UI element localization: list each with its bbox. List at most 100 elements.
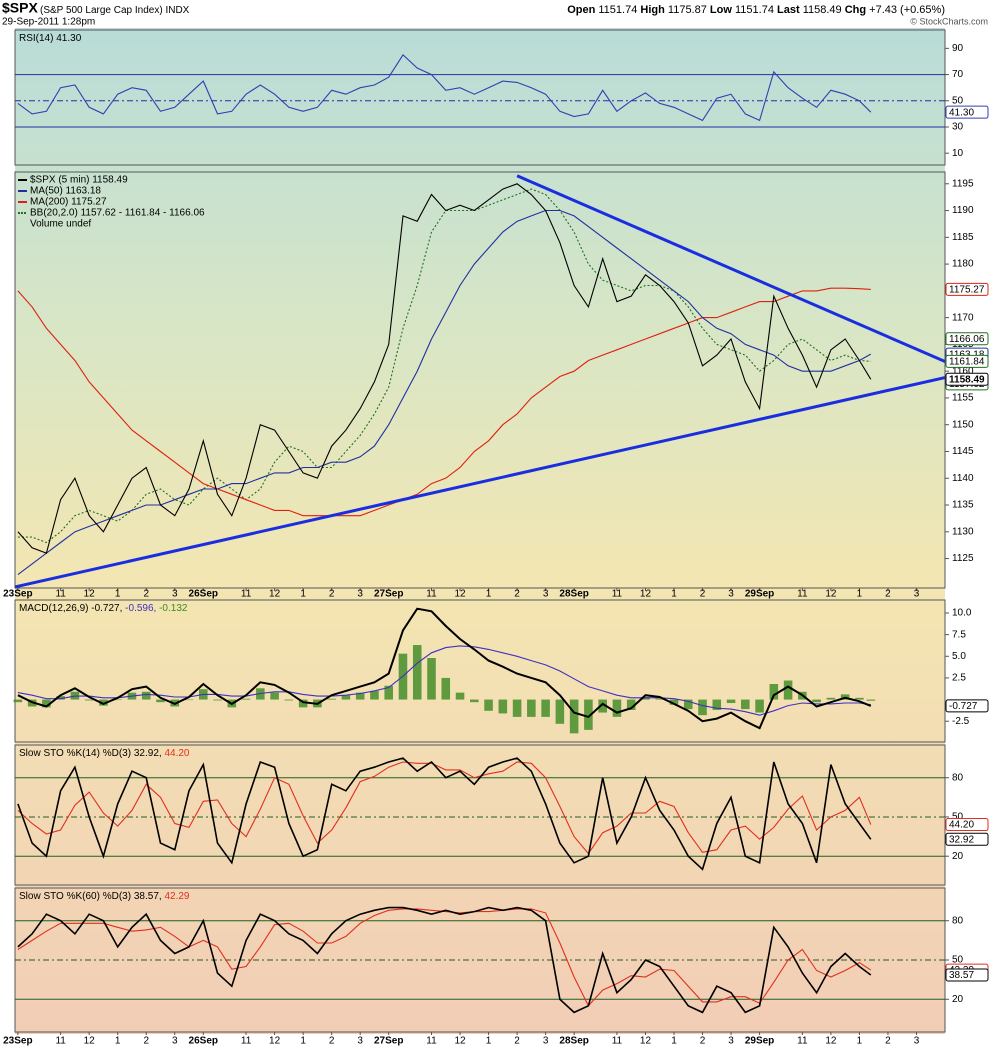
value-tag-label: 44.20	[949, 820, 974, 831]
value-tag-label: 1163.18	[949, 349, 985, 360]
x-tick-label: 26Sep	[189, 1036, 218, 1047]
legend-title: Slow STO %K(14) %D(3)	[19, 748, 131, 759]
series-line	[17, 645, 871, 716]
plot-bg	[15, 28, 945, 1034]
series-line	[17, 761, 872, 855]
panel-frame	[14, 744, 946, 886]
histogram-bar	[669, 699, 679, 705]
quote-label: Chg	[845, 4, 866, 16]
x-tick-label: 1	[115, 1036, 121, 1047]
y-tick-label: 1130	[952, 526, 974, 537]
index-name: (S&P 500 Large Cap Index) INDX	[40, 5, 190, 16]
x-tick-label: 12	[825, 589, 837, 600]
legend-entry: -0.596,	[125, 603, 156, 614]
histogram-bar	[341, 695, 351, 700]
value-tag	[945, 968, 989, 982]
legend: Slow STO %K(60) %D(3) 38.57, 42.29	[19, 891, 190, 902]
y-tick-label: 1190	[952, 205, 974, 216]
legend-entry: -0.132	[159, 603, 188, 614]
histogram-bar	[13, 699, 23, 703]
x-tick-label: 11	[797, 1036, 808, 1047]
x-tick-label: 12	[84, 1036, 96, 1047]
panel-frame	[14, 171, 946, 589]
legend-note: Volume undef	[30, 219, 91, 230]
y-tick-label: 80	[952, 915, 964, 926]
quote-value: 1175.87	[668, 4, 707, 16]
histogram-bar	[683, 699, 693, 710]
x-tick-label: 3	[914, 1036, 920, 1047]
quote-value: 1151.74	[598, 4, 637, 16]
value-tag	[945, 699, 989, 713]
histogram-bar	[441, 677, 451, 700]
x-tick-label: 2	[700, 1036, 706, 1047]
legend-entry: BB(20,2.0) 1157.62 - 1161.84 - 1166.06	[30, 208, 205, 219]
y-tick-label: 1195	[952, 178, 974, 189]
series-line	[17, 54, 872, 122]
legend-entry: MA(200) 1175.27	[30, 197, 107, 208]
histogram-bar	[741, 699, 750, 710]
x-tick-label: 12	[640, 589, 652, 600]
x-tick-label: 2	[700, 589, 706, 600]
legend-entry: 42.29	[164, 891, 189, 902]
legend-title: MACD(12,26,9)	[19, 603, 88, 614]
y-tick-label: 30	[952, 122, 964, 133]
series-line	[17, 287, 871, 517]
histogram-bar	[541, 699, 550, 717]
x-tick-label: 2	[514, 1036, 520, 1047]
histogram-bar	[512, 699, 522, 717]
value-tag	[945, 105, 989, 119]
x-tick-label: 2	[329, 1036, 335, 1047]
series-line	[17, 607, 872, 730]
y-tick-label: 1145	[952, 446, 974, 457]
exchange: INDX	[165, 5, 189, 16]
legend-title: Slow STO %K(60) %D(3)	[19, 891, 131, 902]
quote-label: Last	[777, 4, 800, 16]
y-tick-label: 50	[952, 812, 964, 823]
series-line	[17, 183, 872, 554]
x-tick-label: 2	[885, 589, 891, 600]
x-tick-label: 11	[612, 589, 623, 600]
trendline	[14, 376, 946, 589]
y-tick-label: 50	[952, 95, 964, 106]
histogram-bar	[56, 696, 65, 700]
histogram-bar	[99, 699, 108, 706]
y-tick-label: 50	[952, 955, 964, 966]
x-tick-label: 12	[454, 589, 466, 600]
value-tag	[945, 818, 989, 832]
x-tick-label: 12	[269, 1036, 281, 1047]
x-tick-label: 3	[172, 589, 178, 600]
x-tick-label: 3	[728, 589, 734, 600]
x-tick-label: 11	[797, 589, 808, 600]
histogram-bar	[826, 697, 836, 700]
x-tick-label: 28Sep	[559, 589, 588, 600]
histogram-bar	[755, 699, 764, 713]
value-tag-label: -0.727	[949, 701, 978, 712]
x-tick-label: 12	[640, 1036, 652, 1047]
value-tag-label: 1161.84	[949, 356, 985, 367]
histogram-bar	[769, 683, 779, 700]
histogram-bar	[241, 698, 251, 700]
histogram-bar	[866, 699, 876, 701]
histogram-bar	[156, 699, 165, 703]
series-line	[17, 908, 872, 1007]
histogram-bar	[370, 690, 379, 700]
x-tick-label: 1	[857, 589, 863, 600]
value-tag-label: 41.30	[949, 107, 974, 118]
y-tick-label: 1155	[952, 393, 974, 404]
x-tick-label: 11	[241, 589, 252, 600]
y-tick-label: 7.5	[952, 629, 966, 640]
name: (S&P 500 Large Cap Index)	[40, 5, 163, 16]
y-tick-label: 20	[952, 851, 964, 862]
histogram-bar	[284, 699, 294, 701]
panel-frame	[14, 599, 946, 743]
x-tick-label: 2	[329, 589, 335, 600]
y-tick-label: 1180	[952, 259, 974, 270]
legend-entry: 44.20	[164, 748, 189, 759]
histogram-bar	[327, 698, 336, 700]
histogram-bar	[213, 699, 222, 701]
x-tick-label: 3	[543, 1036, 549, 1047]
y-tick-label: 1135	[952, 500, 974, 511]
x-tick-label: 1	[486, 589, 492, 600]
x-tick-label: 1	[486, 1036, 492, 1047]
x-tick-label: 11	[426, 589, 437, 600]
